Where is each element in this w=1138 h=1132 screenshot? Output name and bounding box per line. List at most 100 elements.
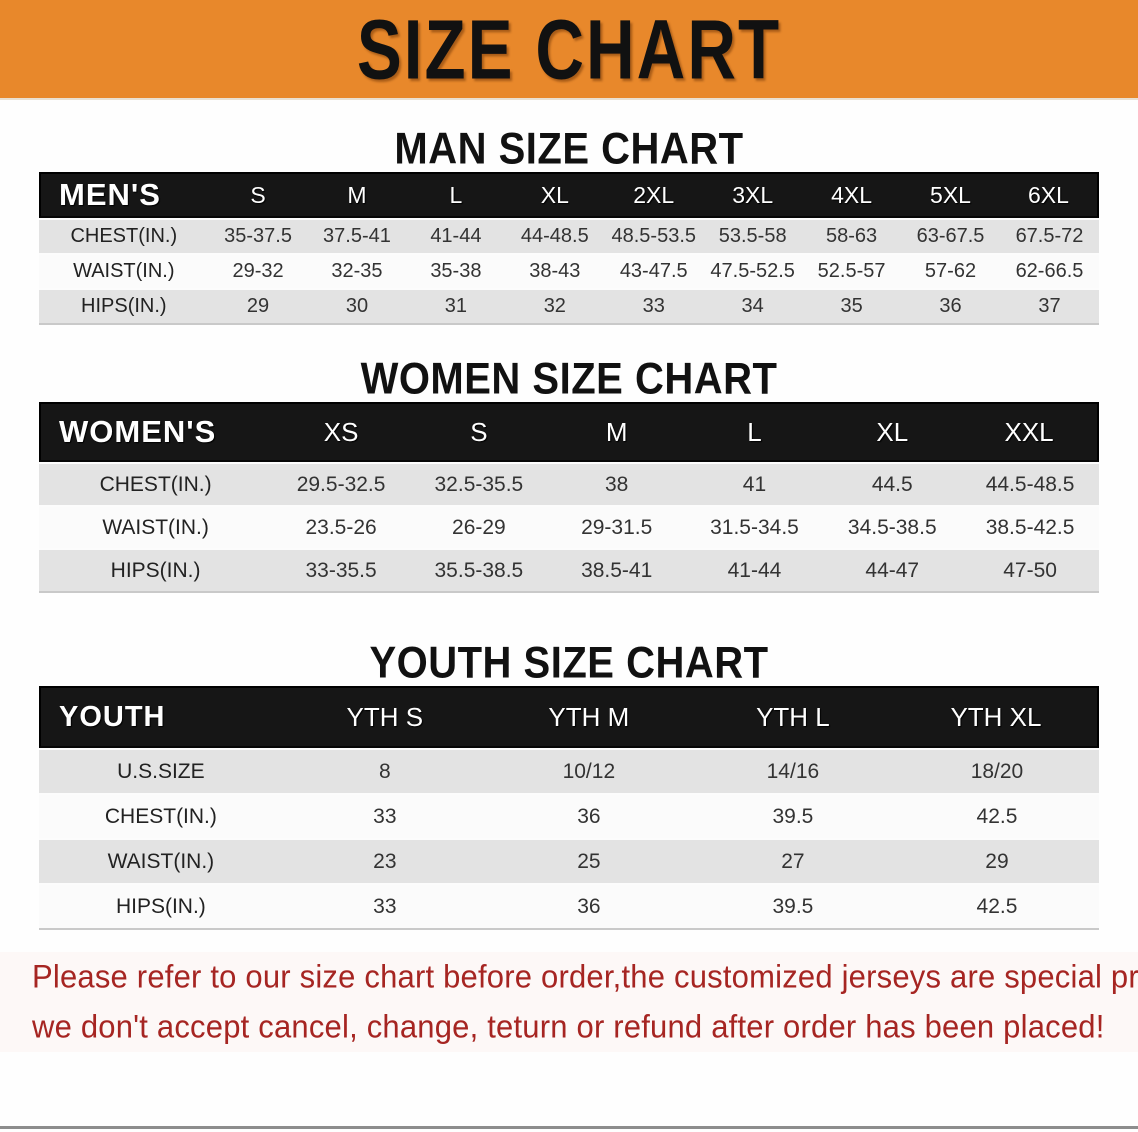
table-header-label: YOUTH	[39, 686, 283, 748]
row-label: U.S.SIZE	[39, 748, 283, 793]
value-cell: 38-43	[505, 253, 605, 288]
value-cell: 58-63	[802, 218, 902, 253]
value-cell: 53.5-58	[703, 218, 803, 253]
value-cell: 36	[486, 793, 691, 838]
value-cell: 26-29	[409, 505, 548, 548]
value-cell: 44.5	[823, 462, 962, 505]
womens-size-table: WOMEN'S XS S M L XL XXL CHEST(IN.) 29.5-32.5 32.…	[39, 402, 1099, 593]
column-header: M	[307, 172, 407, 218]
value-cell: 23	[282, 838, 487, 883]
value-cell: 29	[208, 288, 308, 323]
table-header-label: WOMEN'S	[39, 402, 273, 462]
row-label: CHEST(IN.)	[39, 793, 283, 838]
banner: SIZE CHART	[0, 0, 1138, 100]
mens-header-row: MEN'S S M L XL 2XL 3XL 4XL 5XL 6XL	[39, 172, 1099, 218]
value-cell: 31.5-34.5	[685, 505, 824, 548]
value-cell: 47.5-52.5	[703, 253, 803, 288]
value-cell: 29-31.5	[547, 505, 686, 548]
value-cell: 57-62	[901, 253, 1000, 288]
value-cell: 30	[307, 288, 407, 323]
column-header: L	[685, 402, 824, 462]
table-row: WAIST(IN.) 23.5-26 26-29 29-31.5 31.5-34.5 34…	[39, 505, 1099, 548]
column-header: 3XL	[703, 172, 803, 218]
value-cell: 42.5	[894, 793, 1099, 838]
value-cell: 35	[802, 288, 902, 323]
table-row: HIPS(IN.) 33-35.5 35.5-38.5 38.5-41 41-44 44-…	[39, 548, 1099, 591]
row-label: WAIST(IN.)	[39, 253, 209, 288]
row-label: CHEST(IN.)	[39, 462, 273, 505]
column-header: YTH L	[690, 686, 895, 748]
table-row: CHEST(IN.) 35-37.5 37.5-41 41-44 44-48.5 48.5…	[39, 218, 1099, 253]
value-cell: 34	[703, 288, 803, 323]
value-cell: 34.5-38.5	[823, 505, 962, 548]
value-cell: 10/12	[486, 748, 691, 793]
youth-header-row: YOUTH YTH S YTH M YTH L YTH XL	[39, 686, 1099, 748]
column-header: XS	[272, 402, 410, 462]
value-cell: 29-32	[208, 253, 308, 288]
value-cell: 63-67.5	[901, 218, 1000, 253]
value-cell: 36	[901, 288, 1000, 323]
column-header: XL	[505, 172, 605, 218]
table-row: WAIST(IN.) 29-32 32-35 35-38 38-43 43-47.5 47.…	[39, 253, 1099, 288]
value-cell: 42.5	[894, 883, 1099, 928]
value-cell: 32-35	[307, 253, 407, 288]
value-cell: 41-44	[406, 218, 506, 253]
value-cell: 36	[486, 883, 691, 928]
value-cell: 35-38	[406, 253, 506, 288]
value-cell: 23.5-26	[272, 505, 410, 548]
row-label: CHEST(IN.)	[39, 218, 209, 253]
table-row: CHEST(IN.) 29.5-32.5 32.5-35.5 38 41 44.5 44.5…	[39, 462, 1099, 505]
table-row: HIPS(IN.) 33 36 39.5 42.5	[39, 883, 1099, 928]
column-header: 2XL	[604, 172, 704, 218]
disclaimer-footer: Please refer to our size chart before or…	[0, 952, 1138, 1052]
value-cell: 39.5	[690, 793, 895, 838]
value-cell: 38	[547, 462, 686, 505]
value-cell: 29	[894, 838, 1099, 883]
value-cell: 33-35.5	[272, 548, 410, 591]
column-header: 5XL	[901, 172, 1000, 218]
column-header: 6XL	[999, 172, 1099, 218]
value-cell: 14/16	[690, 748, 895, 793]
banner-title: SIZE CHART	[356, 1, 782, 97]
value-cell: 62-66.5	[999, 253, 1099, 288]
value-cell: 52.5-57	[802, 253, 902, 288]
row-label: WAIST(IN.)	[39, 838, 283, 883]
value-cell: 48.5-53.5	[604, 218, 704, 253]
value-cell: 38.5-41	[547, 548, 686, 591]
value-cell: 25	[486, 838, 691, 883]
column-header: YTH XL	[894, 686, 1099, 748]
value-cell: 35-37.5	[208, 218, 308, 253]
column-header: S	[208, 172, 308, 218]
table-row: U.S.SIZE 8 10/12 14/16 18/20	[39, 748, 1099, 793]
value-cell: 41-44	[685, 548, 824, 591]
value-cell: 8	[282, 748, 487, 793]
table-row: WAIST(IN.) 23 25 27 29	[39, 838, 1099, 883]
mens-size-table: MEN'S S M L XL 2XL 3XL 4XL 5XL 6XL CHEST(IN.) 35-3…	[39, 172, 1099, 325]
column-header: XL	[823, 402, 962, 462]
value-cell: 33	[282, 883, 487, 928]
value-cell: 31	[406, 288, 506, 323]
row-label: HIPS(IN.)	[39, 548, 273, 591]
value-cell: 39.5	[690, 883, 895, 928]
value-cell: 67.5-72	[999, 218, 1099, 253]
value-cell: 32	[505, 288, 605, 323]
bottom-divider	[0, 1126, 1138, 1129]
disclaimer-line-2: we don't accept cancel, change, teturn o…	[32, 1008, 1105, 1045]
youth-section-title: YOUTH SIZE CHART	[369, 638, 769, 688]
value-cell: 33	[282, 793, 487, 838]
women-section-title: WOMEN SIZE CHART	[360, 354, 778, 404]
value-cell: 29.5-32.5	[272, 462, 410, 505]
value-cell: 37.5-41	[307, 218, 407, 253]
value-cell: 33	[604, 288, 704, 323]
value-cell: 41	[685, 462, 824, 505]
column-header: YTH S	[282, 686, 487, 748]
table-row: HIPS(IN.) 29 30 31 32 33 34 35 36 37	[39, 288, 1099, 323]
value-cell: 37	[999, 288, 1099, 323]
man-section-title: MAN SIZE CHART	[394, 124, 744, 174]
column-header: M	[547, 402, 686, 462]
value-cell: 27	[690, 838, 895, 883]
value-cell: 35.5-38.5	[409, 548, 548, 591]
row-label: WAIST(IN.)	[39, 505, 273, 548]
value-cell: 44.5-48.5	[961, 462, 1099, 505]
